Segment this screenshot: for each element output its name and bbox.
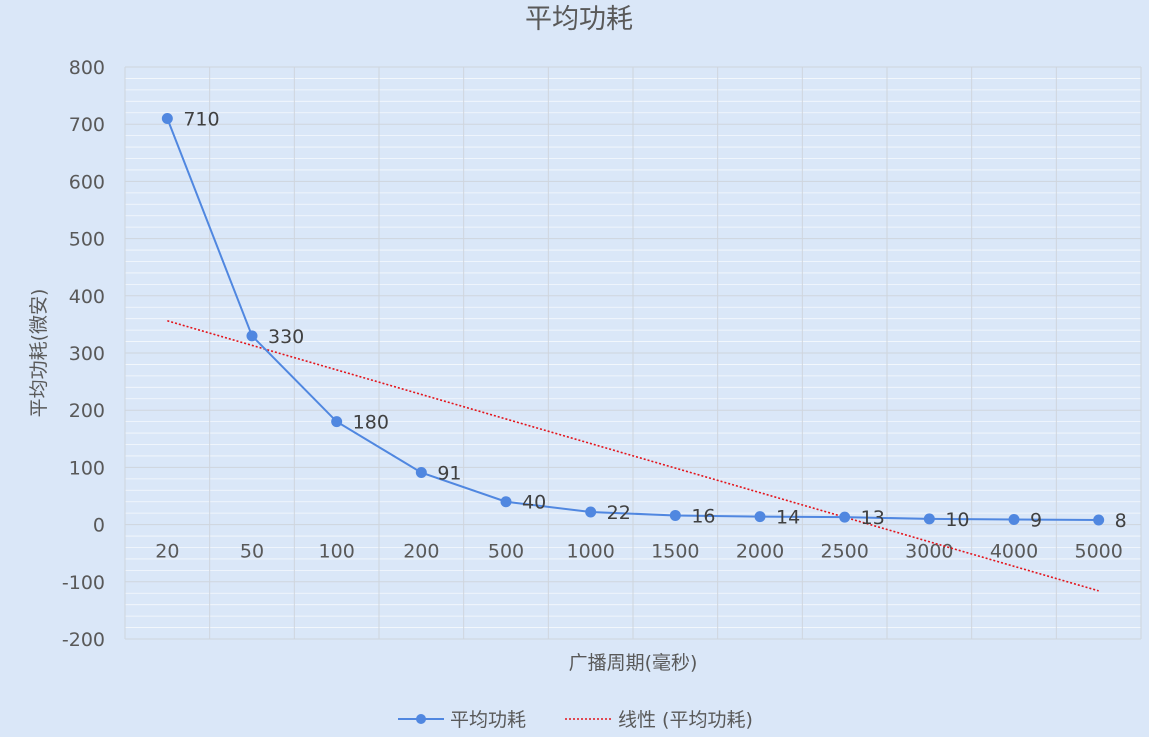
x-tick-label: 200 <box>403 541 439 563</box>
trendline-layer <box>167 320 1099 592</box>
y-tick-label: 200 <box>69 400 105 422</box>
x-tick-label: 1000 <box>566 541 614 563</box>
y-tick-label: -200 <box>62 629 105 651</box>
x-tick-label: 100 <box>319 541 355 563</box>
legend: 平均功耗 线性 (平均功耗) <box>398 709 753 731</box>
data-point <box>839 511 851 523</box>
data-point <box>585 506 597 518</box>
data-point <box>246 330 258 342</box>
data-label: 8 <box>1115 510 1127 532</box>
data-label: 40 <box>522 492 546 514</box>
vertical-gridlines <box>124 67 1142 639</box>
data-label: 14 <box>776 507 800 529</box>
x-tick-label: 3000 <box>905 541 953 563</box>
y-tick-label: 100 <box>69 457 105 479</box>
x-tick-label: 2500 <box>820 541 868 563</box>
y-tick-label: 400 <box>69 286 105 308</box>
data-label: 22 <box>607 502 631 524</box>
data-point <box>415 467 427 479</box>
x-tick-label: 2000 <box>736 541 784 563</box>
data-label: 10 <box>945 509 969 531</box>
y-tick-label: 700 <box>69 114 105 136</box>
x-axis-tick-labels: 20 50 100 200 500 1000 1500 2000 2500 3000 4000 500… <box>155 541 1123 563</box>
data-label: 9 <box>1030 509 1042 531</box>
data-label: 13 <box>861 507 885 529</box>
data-point <box>1008 513 1020 525</box>
data-point <box>500 496 512 508</box>
x-tick-label: 500 <box>488 541 524 563</box>
series-layer <box>161 112 1105 526</box>
data-point <box>923 513 935 525</box>
x-tick-label: 50 <box>240 541 264 563</box>
data-point <box>161 112 173 124</box>
data-point <box>1093 514 1105 526</box>
data-label-layer: 710 330 180 91 40 22 16 14 13 10 9 8 <box>183 108 1126 532</box>
x-tick-label: 5000 <box>1074 541 1122 563</box>
data-label: 16 <box>691 505 715 527</box>
y-tick-label: -100 <box>62 572 105 594</box>
data-label: 91 <box>437 463 461 485</box>
legend-trendline-label: 线性 (平均功耗) <box>618 709 753 731</box>
legend-series-marker <box>416 714 426 724</box>
x-tick-label: 4000 <box>990 541 1038 563</box>
x-axis-title: 广播周期(毫秒) <box>569 652 698 674</box>
y-axis-title: 平均功耗(微安) <box>28 289 50 418</box>
data-point <box>754 511 766 523</box>
x-tick-label: 1500 <box>651 541 699 563</box>
y-tick-label: 600 <box>69 171 105 193</box>
y-tick-label: 500 <box>69 229 105 251</box>
data-label: 710 <box>183 108 219 130</box>
data-label: 330 <box>268 326 304 348</box>
legend-series-label: 平均功耗 <box>450 709 526 731</box>
chart-title: 平均功耗 <box>525 4 633 35</box>
data-label: 180 <box>353 412 389 434</box>
data-point <box>331 416 343 428</box>
y-tick-label: 0 <box>93 515 105 537</box>
y-tick-label: 300 <box>69 343 105 365</box>
series-line <box>166 118 1099 522</box>
data-point <box>669 509 681 521</box>
y-axis-tick-labels: -200 -100 0 100 200 300 400 500 600 700 800 <box>62 57 105 651</box>
y-tick-label: 800 <box>69 57 105 79</box>
x-tick-label: 20 <box>155 541 179 563</box>
trendline <box>167 320 1099 592</box>
